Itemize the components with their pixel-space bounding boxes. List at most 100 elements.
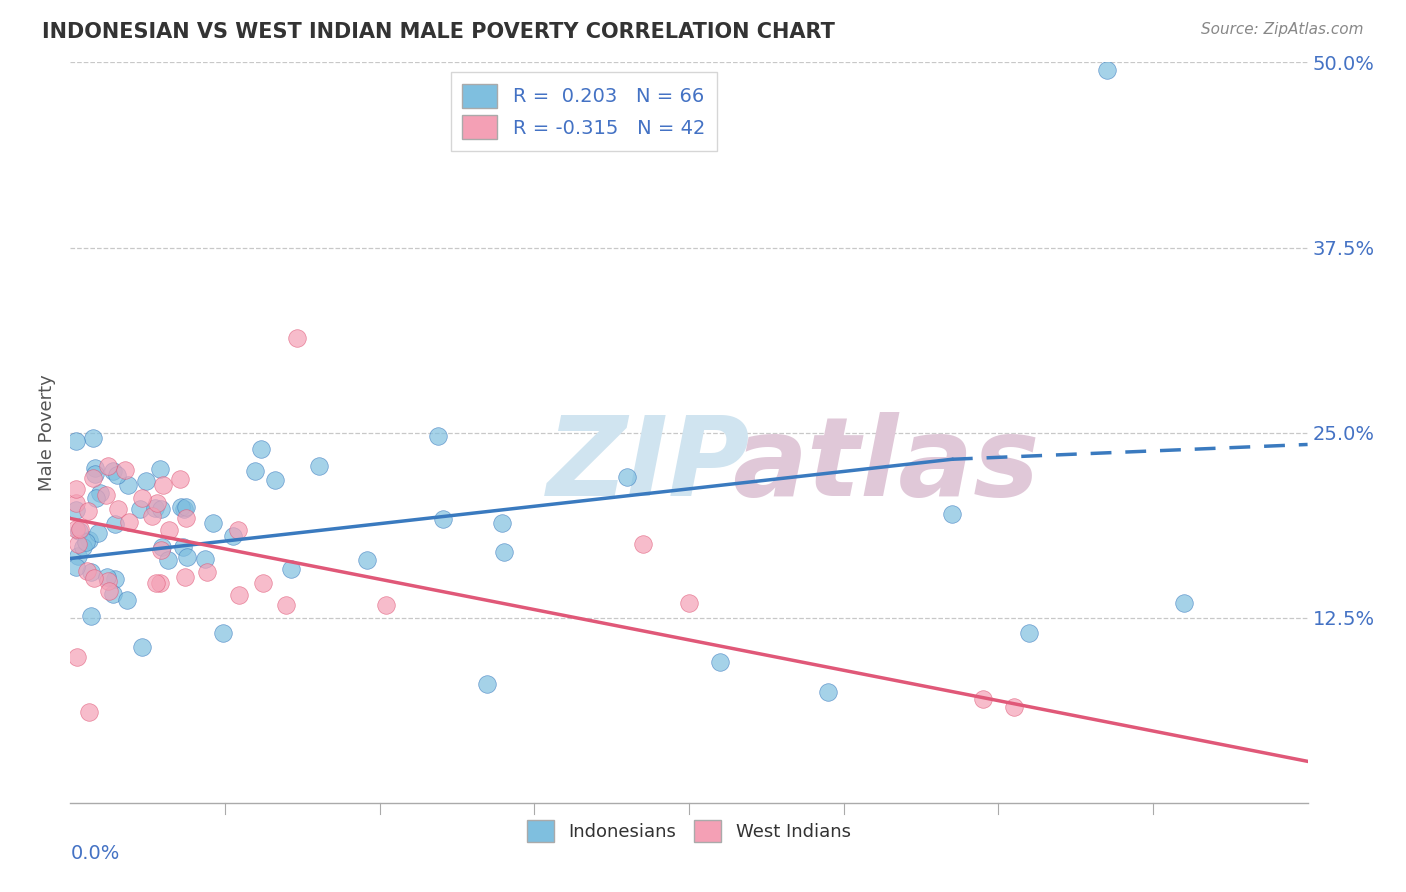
Point [477,677,499,691]
Point [89,485,111,500]
Point [1018,625,1040,640]
Point [222,529,245,543]
Point [117,478,139,492]
Point [145,576,167,591]
Point [82,471,104,485]
Point [101,587,124,601]
Point [141,508,163,523]
Point [107,501,129,516]
Point [173,570,195,584]
Point [84,460,107,475]
Point [280,562,302,576]
Point [101,464,124,478]
Point [96,488,118,502]
Point [67,524,90,538]
Point [148,575,170,590]
Point [97,583,120,598]
Point [97,574,120,588]
Point [72,540,94,554]
Point [709,655,731,669]
Point [65,502,87,516]
Point [678,596,700,610]
Point [131,491,153,506]
Point [287,331,309,345]
Point [114,463,136,477]
Point [129,502,152,516]
Point [84,491,107,506]
Text: 0.0%: 0.0% [70,844,120,863]
Point [65,560,87,574]
Point [172,540,194,554]
Point [104,572,127,586]
Legend: Indonesians, West Indians: Indonesians, West Indians [520,813,858,849]
Point [432,512,454,526]
Point [69,522,91,536]
Point [65,434,87,449]
Point [65,522,87,536]
Point [66,649,89,664]
Point [201,516,224,531]
Point [356,552,378,566]
Point [263,473,285,487]
Text: INDONESIAN VS WEST INDIAN MALE POVERTY CORRELATION CHART: INDONESIAN VS WEST INDIAN MALE POVERTY C… [42,22,835,42]
Point [170,500,193,515]
Point [174,500,197,515]
Point [195,566,218,580]
Point [97,458,120,473]
Point [76,564,98,578]
Point [211,626,233,640]
Point [243,465,266,479]
Point [374,599,396,613]
Point [972,692,994,706]
Point [65,482,87,496]
Point [226,523,249,537]
Point [87,526,110,541]
Point [65,495,87,509]
Point [66,537,89,551]
Point [492,544,515,558]
Text: ZIP: ZIP [547,412,751,519]
Point [115,592,138,607]
Point [135,474,157,488]
Point [66,549,89,563]
Text: Source: ZipAtlas.com: Source: ZipAtlas.com [1201,22,1364,37]
Point [150,502,173,516]
Point [252,575,274,590]
Point [616,470,638,484]
Point [157,553,180,567]
Point [77,504,100,518]
Point [194,551,217,566]
Point [174,511,197,525]
Point [427,429,450,443]
Point [491,516,513,530]
Point [169,472,191,486]
Point [173,501,195,516]
Point [96,570,118,584]
Point [104,516,127,531]
Point [941,507,963,521]
Point [75,534,97,549]
Point [82,431,104,445]
Point [1173,596,1195,610]
Text: atlas: atlas [733,412,1039,519]
Point [157,524,180,538]
Point [152,477,174,491]
Point [80,609,103,624]
Point [77,705,100,719]
Point [77,533,100,547]
Point [228,587,250,601]
Point [83,571,105,585]
Point [150,542,173,557]
Point [143,500,166,515]
Point [308,459,330,474]
Point [276,598,298,612]
Point [1095,62,1118,77]
Point [84,467,107,481]
Point [150,540,173,554]
Point [105,467,128,482]
Point [817,685,839,699]
Point [176,550,198,565]
Point [118,515,141,529]
Point [80,565,103,579]
Point [149,462,172,476]
